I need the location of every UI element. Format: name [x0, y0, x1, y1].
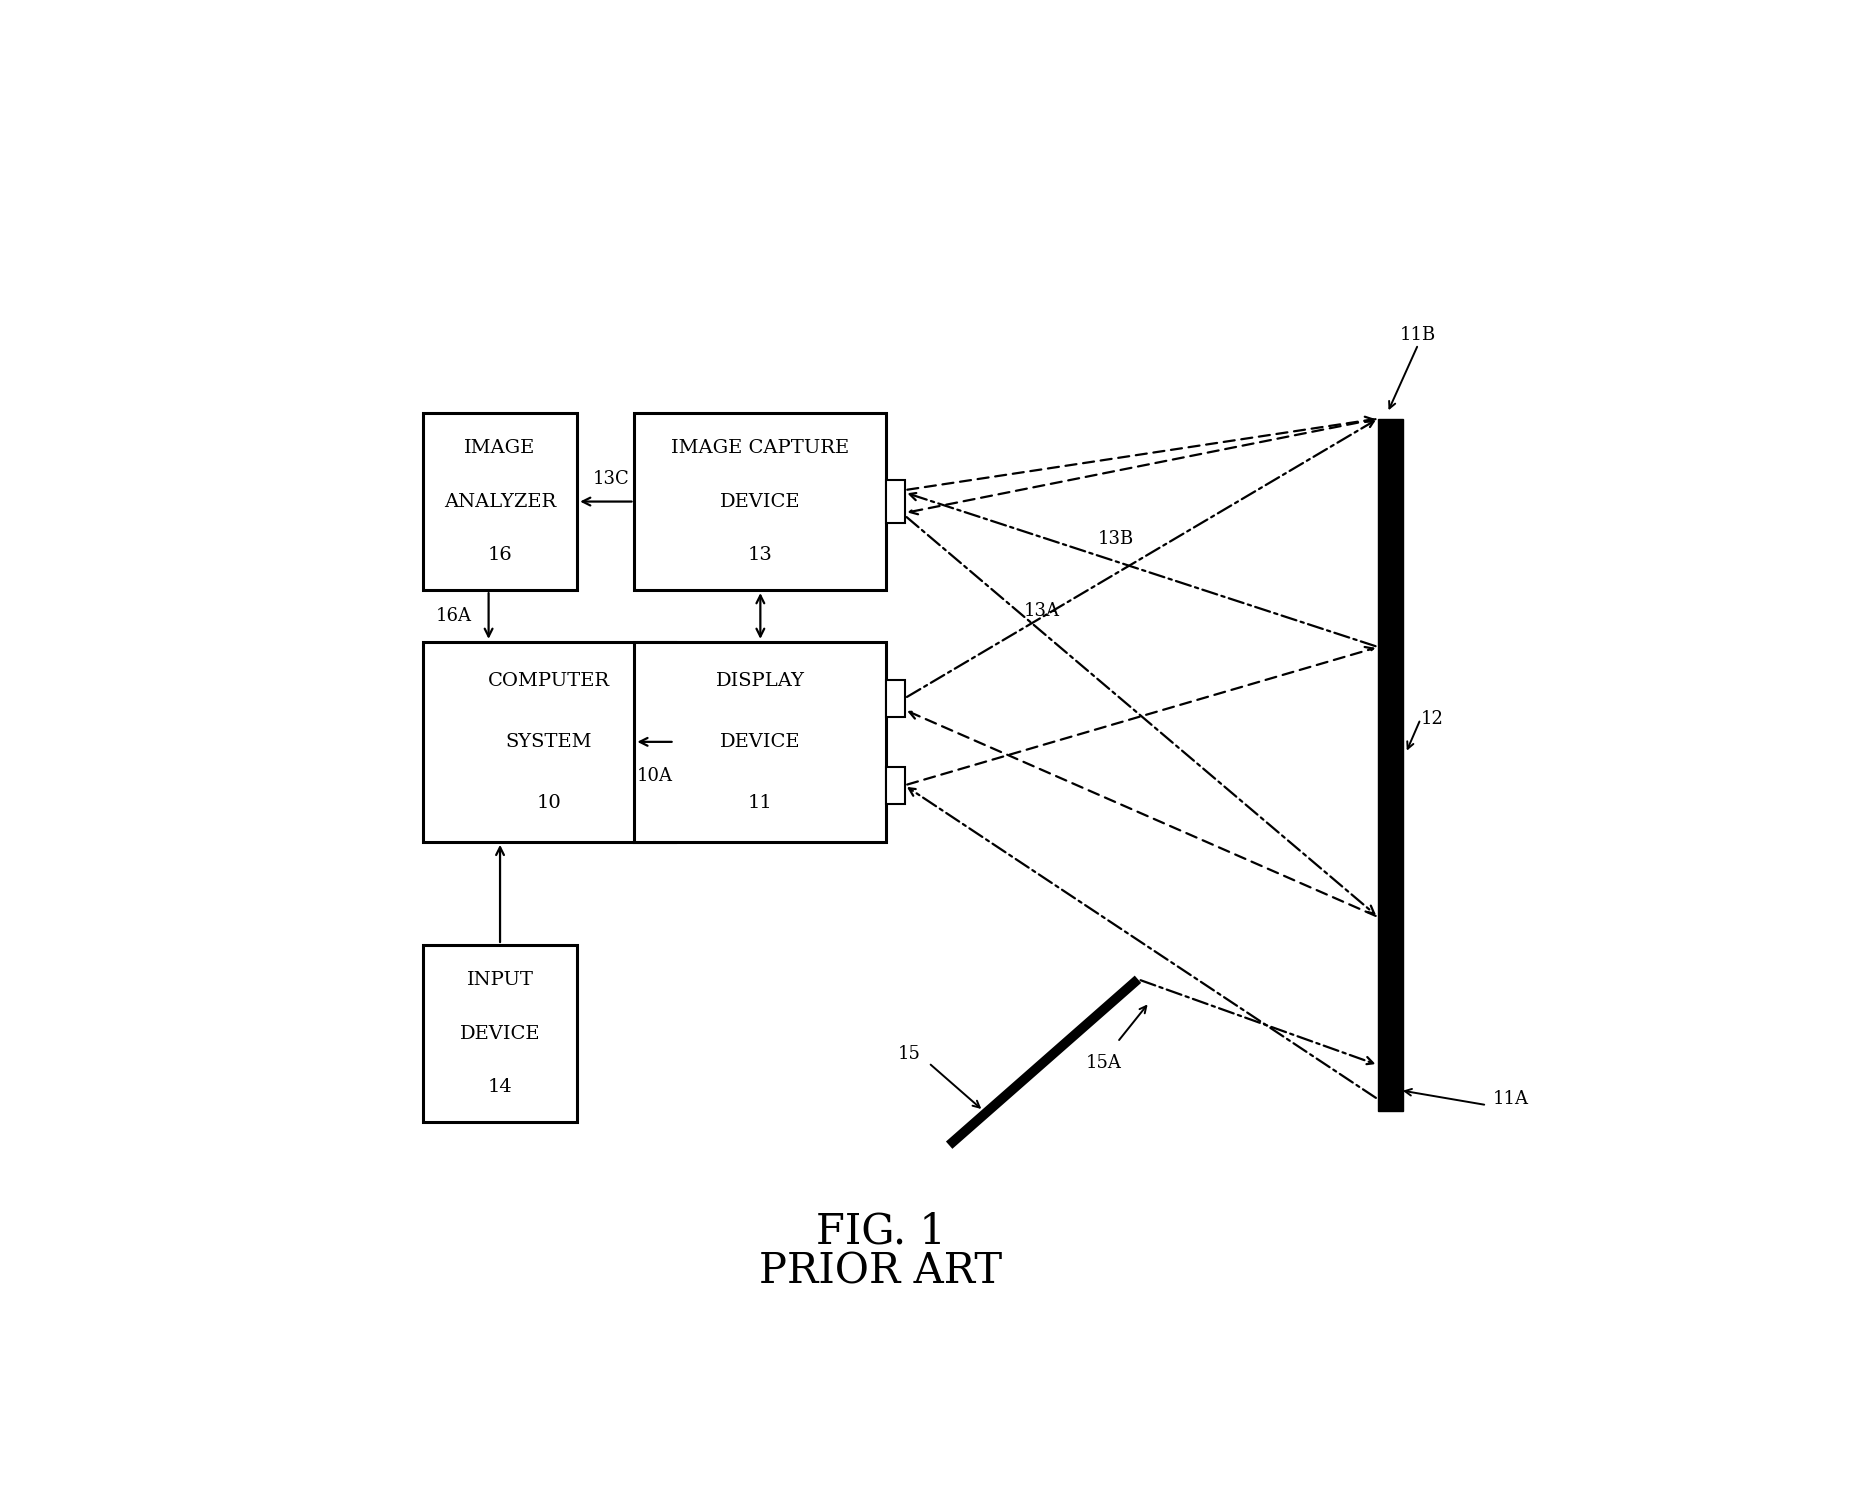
Text: ANALYZER: ANALYZER: [444, 492, 556, 511]
Text: 16: 16: [487, 547, 513, 565]
Text: SYSTEM: SYSTEM: [506, 733, 593, 750]
Text: 13A: 13A: [1024, 602, 1059, 620]
Bar: [887, 480, 904, 523]
Text: DEVICE: DEVICE: [720, 733, 800, 750]
Text: 10: 10: [537, 794, 561, 811]
Text: COMPUTER: COMPUTER: [487, 672, 609, 690]
Bar: [422, 642, 674, 843]
Text: 13B: 13B: [1098, 529, 1133, 548]
Text: 10A: 10A: [637, 767, 672, 785]
Bar: [422, 945, 578, 1122]
Bar: [1378, 419, 1404, 1112]
Bar: [887, 681, 904, 716]
Text: 13C: 13C: [593, 470, 630, 487]
Text: DISPLAY: DISPLAY: [717, 672, 806, 690]
Text: 11: 11: [748, 794, 772, 811]
Text: 12: 12: [1420, 710, 1443, 728]
Bar: [887, 767, 904, 804]
Text: 11B: 11B: [1400, 327, 1437, 345]
Text: 14: 14: [487, 1079, 513, 1097]
Text: IMAGE CAPTURE: IMAGE CAPTURE: [670, 438, 850, 456]
Text: IMAGE: IMAGE: [465, 438, 535, 456]
Text: 15A: 15A: [1085, 1054, 1122, 1071]
Text: INPUT: INPUT: [467, 970, 533, 988]
Text: 13: 13: [748, 547, 772, 565]
Text: 11A: 11A: [1493, 1091, 1528, 1109]
Text: PRIOR ART: PRIOR ART: [759, 1250, 1002, 1291]
Text: DEVICE: DEVICE: [720, 492, 800, 511]
Text: 16A: 16A: [435, 606, 472, 626]
Text: DEVICE: DEVICE: [459, 1025, 541, 1043]
Bar: [422, 413, 578, 590]
Bar: [635, 642, 887, 843]
Text: FIG. 1: FIG. 1: [815, 1210, 945, 1253]
Bar: [635, 413, 887, 590]
Text: 15: 15: [898, 1045, 920, 1062]
